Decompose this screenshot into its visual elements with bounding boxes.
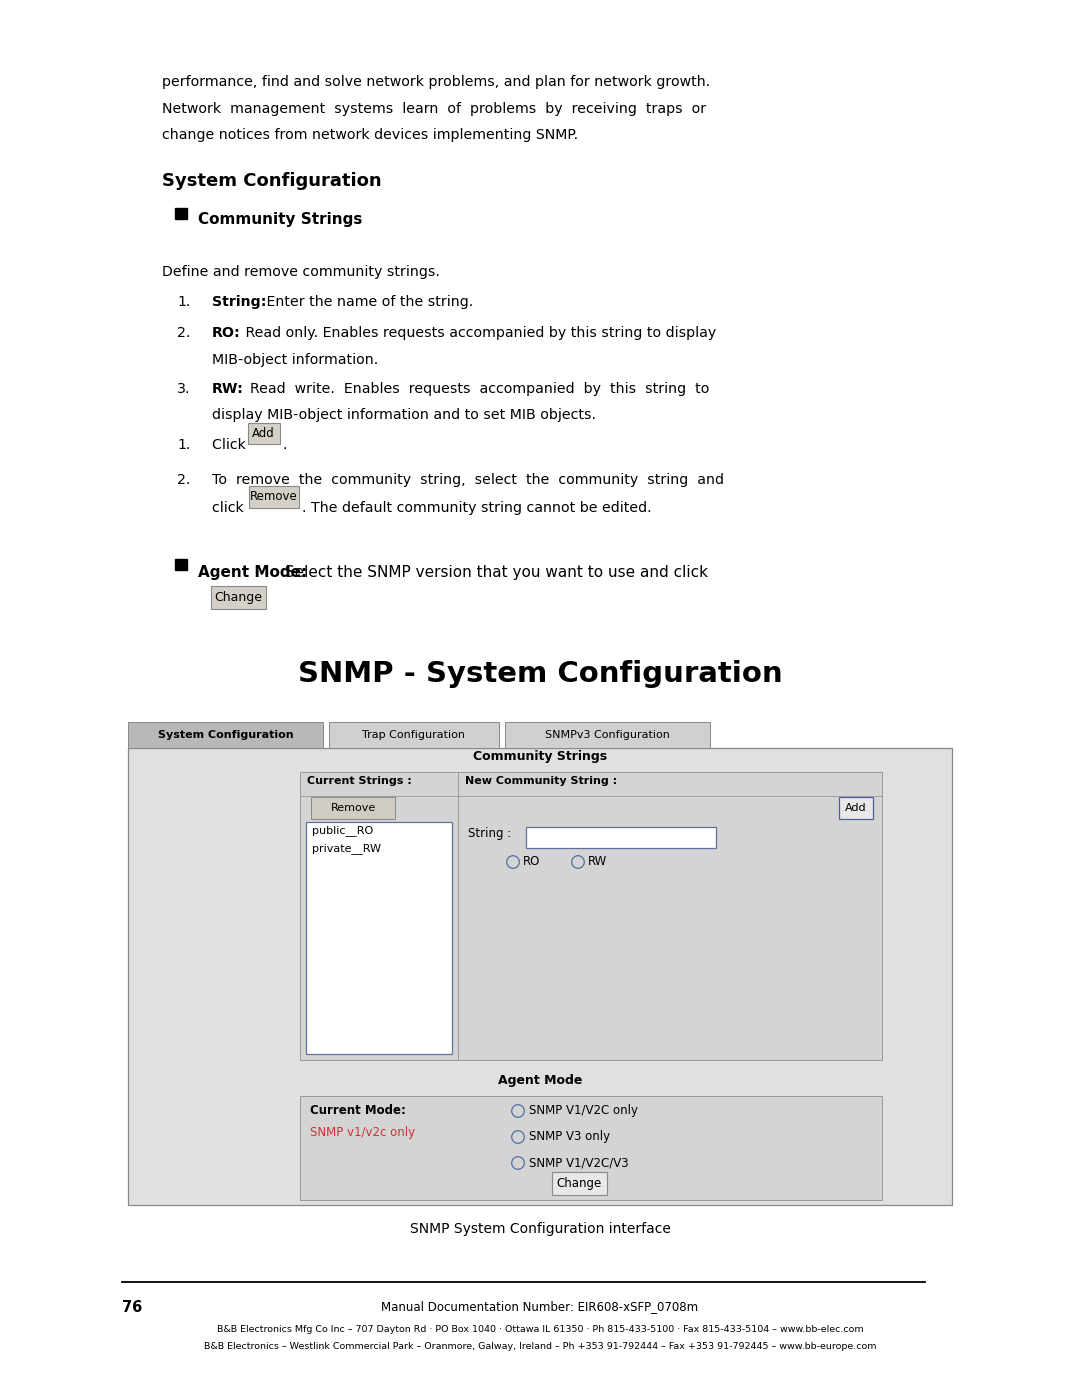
Bar bbox=[129, 722, 323, 747]
Text: click: click bbox=[212, 500, 248, 514]
Bar bbox=[129, 747, 951, 1206]
Text: RO: RO bbox=[523, 855, 540, 868]
Text: RO:: RO: bbox=[212, 326, 241, 339]
Text: Add: Add bbox=[846, 803, 867, 813]
Text: String:: String: bbox=[212, 295, 267, 309]
Text: SNMP V1/V2C/V3: SNMP V1/V2C/V3 bbox=[529, 1155, 629, 1169]
FancyBboxPatch shape bbox=[211, 585, 266, 609]
Text: Trap Configuration: Trap Configuration bbox=[363, 729, 465, 740]
Text: To  remove  the  community  string,  select  the  community  string  and: To remove the community string, select t… bbox=[212, 474, 724, 488]
Text: 3.: 3. bbox=[177, 381, 190, 395]
Text: public__RO: public__RO bbox=[312, 826, 374, 837]
Text: SNMP System Configuration interface: SNMP System Configuration interface bbox=[409, 1222, 671, 1236]
Text: System Configuration: System Configuration bbox=[158, 729, 294, 740]
Text: Remove: Remove bbox=[251, 490, 298, 503]
Text: display MIB-object information and to set MIB objects.: display MIB-object information and to se… bbox=[212, 408, 596, 422]
Text: RW: RW bbox=[588, 855, 607, 868]
Text: 2.: 2. bbox=[177, 474, 190, 488]
Text: Community Strings: Community Strings bbox=[473, 750, 607, 763]
Text: 1.: 1. bbox=[177, 439, 190, 453]
Text: B&B Electronics – Westlink Commercial Park – Oranmore, Galway, Ireland – Ph +353: B&B Electronics – Westlink Commercial Pa… bbox=[204, 1343, 876, 1351]
Text: SNMP - System Configuration: SNMP - System Configuration bbox=[298, 659, 782, 687]
Text: performance, find and solve network problems, and plan for network growth.: performance, find and solve network prob… bbox=[162, 75, 711, 89]
Text: Agent Mode: Agent Mode bbox=[498, 1074, 582, 1087]
Text: 76: 76 bbox=[122, 1301, 143, 1315]
Text: Current Mode:: Current Mode: bbox=[310, 1104, 406, 1118]
Text: Agent Mode:: Agent Mode: bbox=[198, 564, 307, 580]
FancyBboxPatch shape bbox=[311, 798, 395, 819]
Text: Manual Documentation Number: EIR608-xSFP_0708m: Manual Documentation Number: EIR608-xSFP… bbox=[381, 1301, 699, 1313]
Text: Click: Click bbox=[212, 439, 251, 453]
Bar bbox=[526, 827, 716, 848]
Bar bbox=[300, 773, 882, 1060]
Text: MIB-object information.: MIB-object information. bbox=[212, 352, 378, 366]
Text: String :: String : bbox=[468, 827, 511, 840]
Bar bbox=[329, 722, 499, 747]
Text: SNMP v1/v2c only: SNMP v1/v2c only bbox=[310, 1126, 415, 1139]
Text: Change: Change bbox=[556, 1176, 602, 1189]
Text: RW:: RW: bbox=[212, 381, 244, 395]
FancyBboxPatch shape bbox=[839, 798, 873, 819]
Text: 1.: 1. bbox=[177, 295, 190, 309]
Text: change notices from network devices implementing SNMP.: change notices from network devices impl… bbox=[162, 129, 578, 142]
Text: 2.: 2. bbox=[177, 326, 190, 339]
Text: .: . bbox=[282, 439, 286, 453]
Text: Network  management  systems  learn  of  problems  by  receiving  traps  or: Network management systems learn of prob… bbox=[162, 102, 706, 116]
Text: B&B Electronics Mfg Co Inc – 707 Dayton Rd · PO Box 1040 · Ottawa IL 61350 · Ph : B&B Electronics Mfg Co Inc – 707 Dayton … bbox=[217, 1324, 863, 1334]
Text: private__RW: private__RW bbox=[312, 844, 381, 855]
FancyBboxPatch shape bbox=[552, 1172, 607, 1194]
Text: Change: Change bbox=[214, 591, 262, 604]
Text: SNMPv3 Configuration: SNMPv3 Configuration bbox=[545, 729, 670, 740]
Text: Enter the name of the string.: Enter the name of the string. bbox=[261, 295, 473, 309]
FancyBboxPatch shape bbox=[248, 486, 299, 507]
Text: System Configuration: System Configuration bbox=[162, 172, 381, 190]
Bar bbox=[175, 559, 187, 570]
Text: New Community String :: New Community String : bbox=[465, 775, 617, 787]
Text: Community Strings: Community Strings bbox=[198, 212, 363, 226]
Text: Read  write.  Enables  requests  accompanied  by  this  string  to: Read write. Enables requests accompanied… bbox=[241, 381, 708, 395]
FancyBboxPatch shape bbox=[248, 423, 280, 443]
Bar bbox=[306, 821, 453, 1053]
Text: Read only. Enables requests accompanied by this string to display: Read only. Enables requests accompanied … bbox=[241, 326, 716, 339]
Bar bbox=[300, 1097, 882, 1200]
Text: Define and remove community strings.: Define and remove community strings. bbox=[162, 265, 440, 279]
Bar bbox=[175, 208, 187, 219]
Text: SNMP V3 only: SNMP V3 only bbox=[529, 1130, 610, 1143]
Bar bbox=[505, 722, 710, 747]
Text: Select the SNMP version that you want to use and click: Select the SNMP version that you want to… bbox=[280, 564, 708, 580]
Text: Add: Add bbox=[253, 426, 275, 440]
Text: SNMP V1/V2C only: SNMP V1/V2C only bbox=[529, 1104, 638, 1118]
Text: Current Strings :: Current Strings : bbox=[307, 775, 411, 787]
Text: . The default community string cannot be edited.: . The default community string cannot be… bbox=[301, 500, 651, 514]
Text: Remove: Remove bbox=[330, 803, 376, 813]
